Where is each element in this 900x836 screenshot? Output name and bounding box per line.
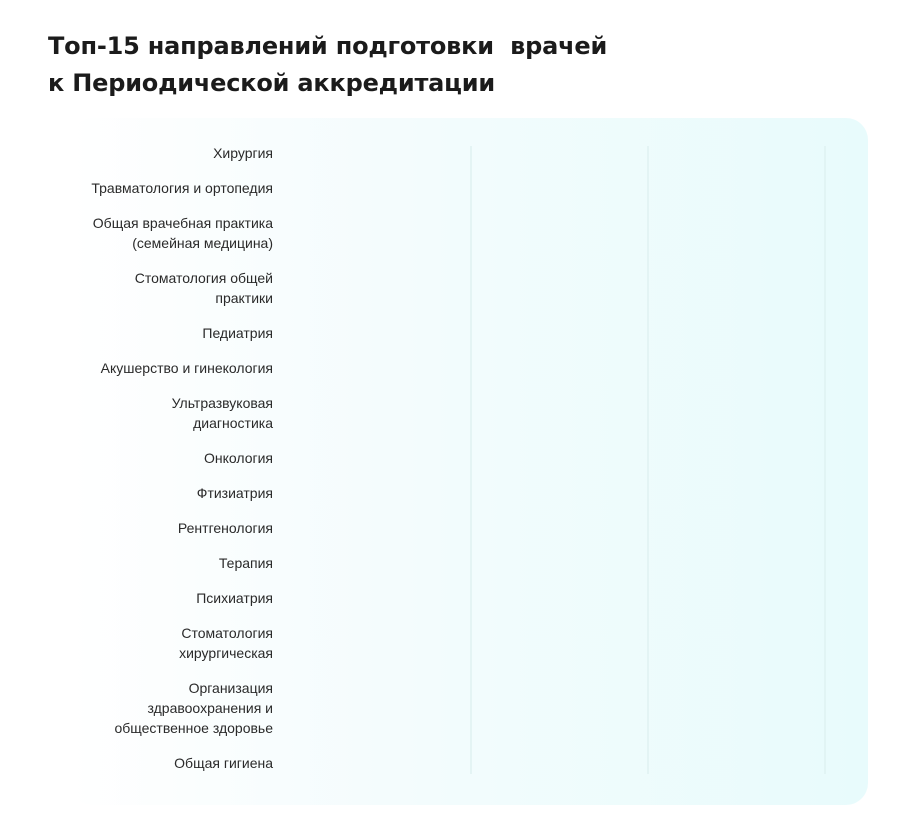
category-label: Психиатрия xyxy=(196,590,273,606)
category-label: Травматология и ортопедия xyxy=(91,180,273,196)
category-label: Акушерство и гинекология xyxy=(100,360,273,376)
chart-title-line-1: Топ-15 направлений подготовки врачей xyxy=(48,32,608,60)
category-label: Онкология xyxy=(203,450,273,466)
category-label: Рентгенология xyxy=(177,520,273,536)
category-label: Терапия xyxy=(218,555,273,571)
category-label: Педиатрия xyxy=(202,325,273,341)
chart-title: Топ-15 направлений подготовки врачей к П… xyxy=(48,28,828,102)
category-label: Ультразвуковая диагностика xyxy=(171,395,273,431)
category-label: Стоматология общей практики xyxy=(134,270,273,306)
category-label: Стоматология хирургическая xyxy=(179,625,273,661)
chart-title-line-2: к Периодической аккредитации xyxy=(48,69,495,97)
category-label: Организация здравоохранения и общественное… xyxy=(114,680,273,736)
category-label: Общая врачебная практика (семейная медици… xyxy=(92,215,273,251)
category-label: Фтизиатрия xyxy=(196,485,273,501)
category-label: Общая гигиена xyxy=(174,755,273,771)
category-label: Хирургия xyxy=(213,145,273,161)
